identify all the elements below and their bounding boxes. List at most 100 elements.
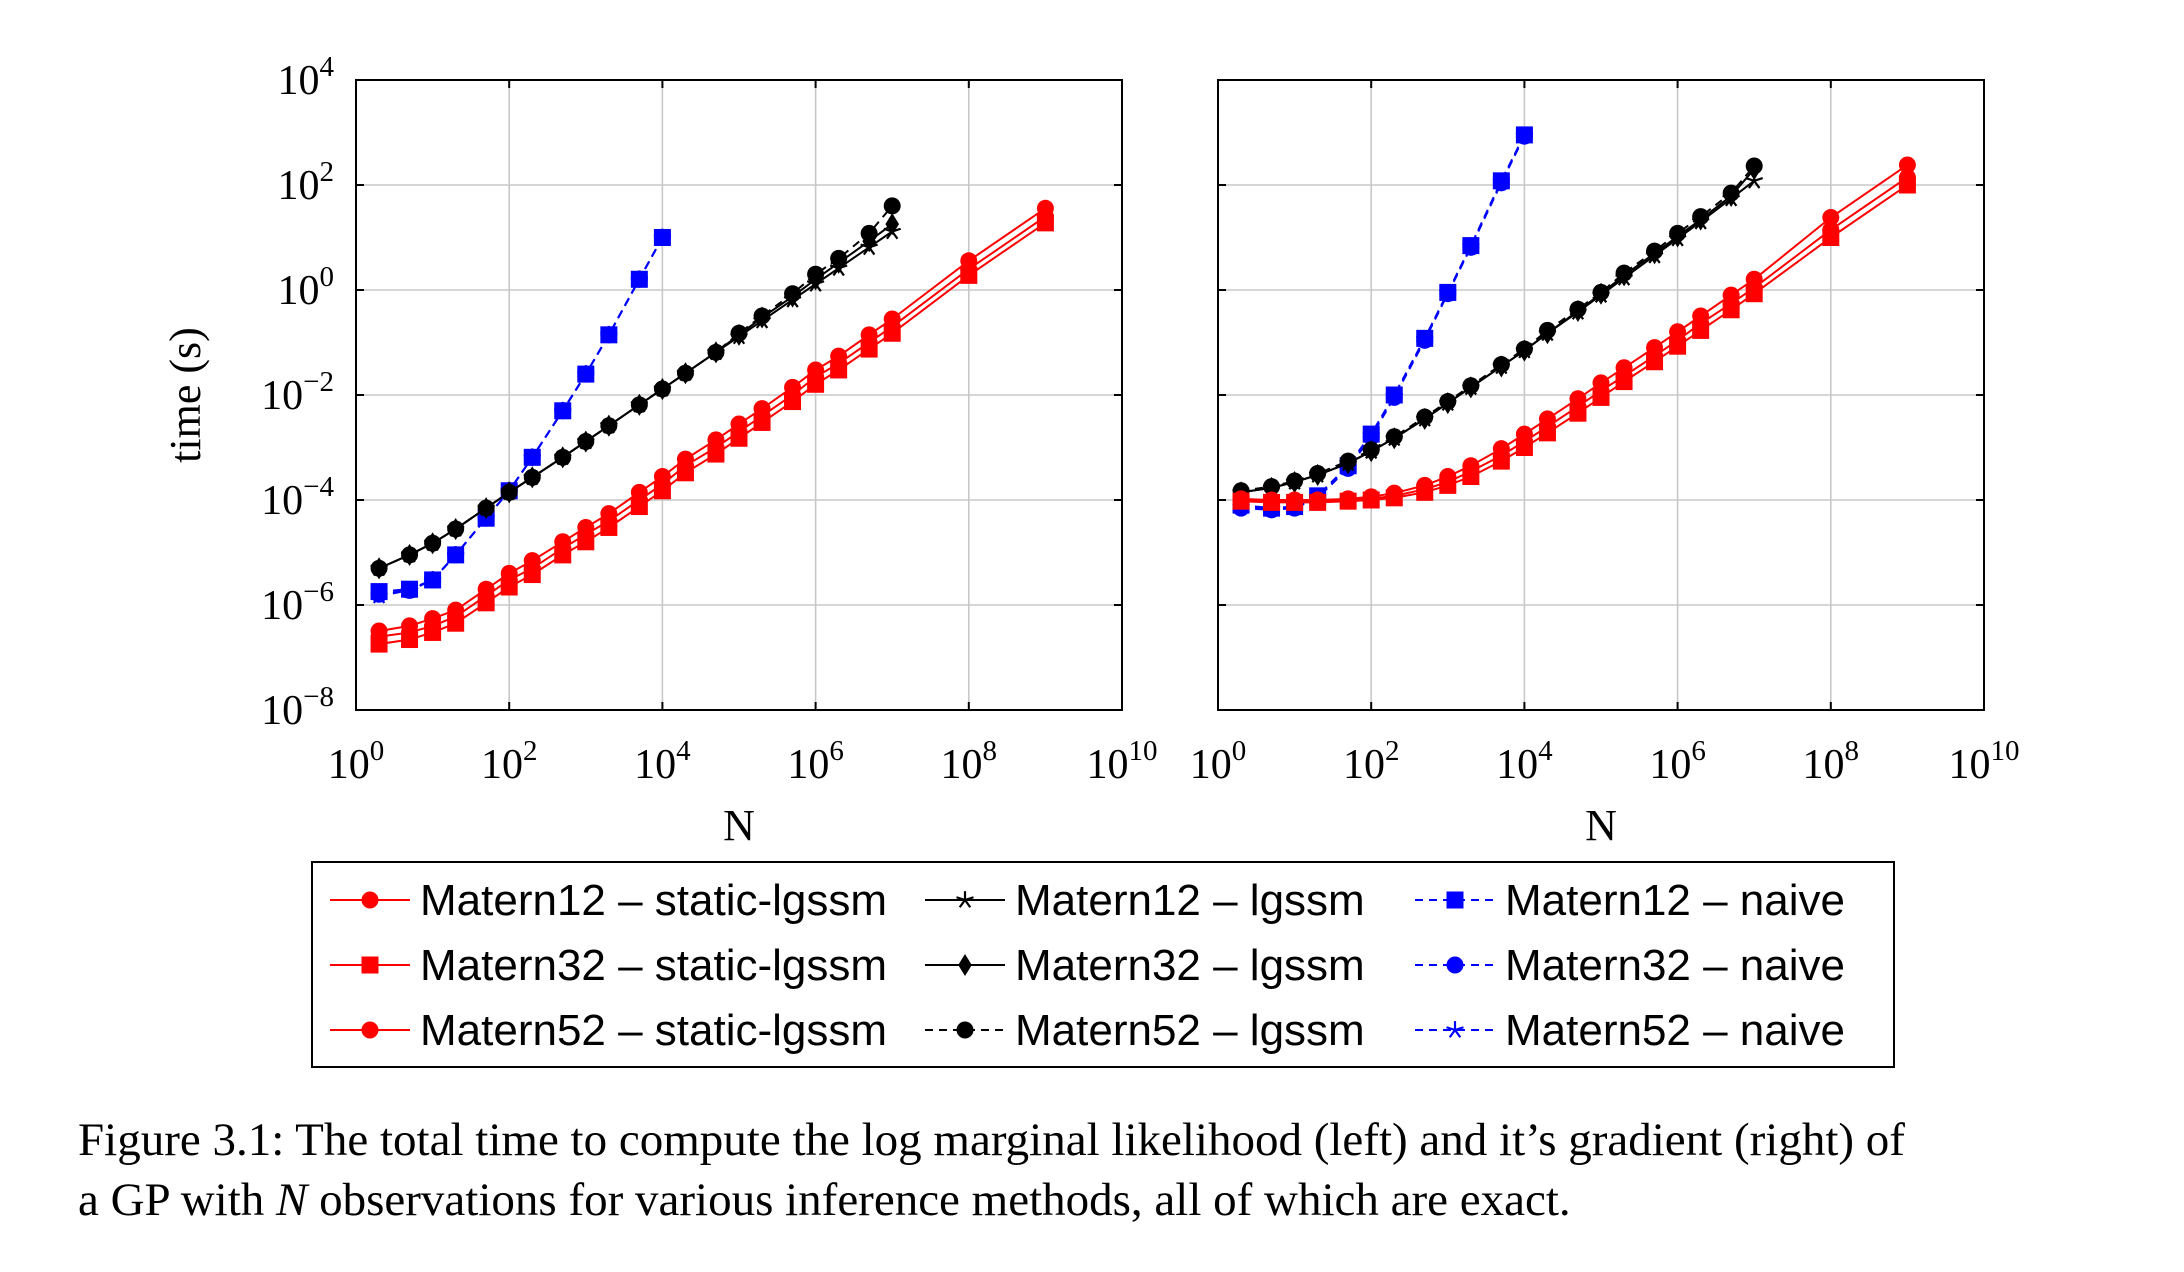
data-point <box>885 213 899 236</box>
data-point <box>600 417 618 435</box>
data-point <box>1263 478 1281 496</box>
data-point <box>447 601 465 619</box>
data-point <box>630 270 649 288</box>
legend-marker <box>958 953 972 977</box>
data-point <box>447 614 465 632</box>
data-point <box>1615 359 1633 377</box>
data-point <box>423 571 442 588</box>
series-line <box>1240 165 1755 492</box>
data-point <box>830 249 848 267</box>
data-point <box>1515 340 1533 358</box>
data-point <box>1692 321 1710 339</box>
y-tick-label: 10−2 <box>261 366 334 419</box>
figure-caption: Figure 3.1: The total time to compute th… <box>78 1110 2138 1230</box>
data-point <box>1286 472 1304 490</box>
data-point <box>1822 209 1840 227</box>
plot-area <box>370 197 1054 653</box>
data-point <box>500 483 518 501</box>
data-point <box>477 580 495 598</box>
data-point <box>1538 321 1556 339</box>
x-tick-label: 1010 <box>1949 735 2020 788</box>
data-point <box>401 617 419 635</box>
series-line <box>1241 176 1908 503</box>
data-point <box>370 635 388 653</box>
data-point <box>500 564 518 582</box>
data-point <box>400 581 419 599</box>
data-point <box>630 498 648 516</box>
data-point <box>676 464 694 482</box>
right-panel: 100 102 104 106 108 1010 N <box>1190 79 2020 850</box>
data-point <box>1036 214 1054 232</box>
data-point <box>1462 377 1480 395</box>
legend-entry: Matern52 – naive <box>1415 1006 1845 1055</box>
legend-marker <box>1446 1021 1464 1038</box>
data-point <box>1232 490 1250 508</box>
data-point <box>600 505 618 523</box>
x-tick-label: 100 <box>1190 735 1247 788</box>
data-point <box>1515 425 1533 443</box>
legend-entry: Matern32 – lgssm <box>925 941 1365 990</box>
x-tick-label: 104 <box>1496 735 1553 788</box>
data-point <box>753 400 771 418</box>
series-matern32-static-lgssm <box>1232 176 1916 511</box>
series-line <box>378 237 664 597</box>
data-point <box>830 347 848 365</box>
data-point <box>1309 491 1327 509</box>
series-matern32-naive <box>1232 127 1533 519</box>
legend-entry: Matern12 – naive <box>1415 876 1845 925</box>
legend-entry: Matern32 – naive <box>1415 941 1845 990</box>
data-point <box>553 401 572 419</box>
y-axis-title: time (s) <box>161 327 210 463</box>
data-point <box>424 610 442 628</box>
data-point <box>1462 237 1480 255</box>
x-tick-label: 106 <box>1649 735 1706 788</box>
legend-label: Matern12 – lgssm <box>1015 876 1365 925</box>
series-matern52-lgssm <box>370 197 901 577</box>
data-point <box>1416 408 1434 426</box>
data-point <box>1339 452 1357 470</box>
data-point <box>1646 242 1664 260</box>
y-tick-label: 104 <box>278 51 335 104</box>
legend-marker <box>1446 891 1464 909</box>
legend: Matern12 – static-lgssm Matern12 – lgssm M… <box>311 861 1895 1068</box>
x-tick-label: 106 <box>787 735 844 788</box>
data-point <box>707 343 725 361</box>
x-tick-label: 102 <box>1343 735 1400 788</box>
caption-line-2: a GP with N observations for various inf… <box>78 1170 2138 1230</box>
data-point <box>1362 426 1381 444</box>
data-point <box>577 518 595 536</box>
series-matern52-static-lgssm <box>1232 156 1916 509</box>
legend-label: Matern32 – static-lgssm <box>420 941 887 990</box>
legend-marker <box>956 1021 974 1039</box>
data-point <box>753 413 771 431</box>
data-point <box>554 448 572 466</box>
data-point <box>1339 490 1357 508</box>
legend-marker <box>361 956 379 974</box>
data-point <box>523 552 541 570</box>
data-point <box>1569 390 1587 408</box>
data-point <box>784 378 802 396</box>
data-point <box>370 586 388 604</box>
legend-entry: Matern32 – static-lgssm <box>330 941 887 990</box>
x-tick-label: 102 <box>481 735 538 788</box>
data-point <box>1362 488 1380 506</box>
data-point <box>1309 464 1327 482</box>
data-point <box>630 396 648 414</box>
data-point <box>1745 270 1763 288</box>
legend-marker <box>361 1021 379 1039</box>
data-point <box>1615 264 1633 282</box>
data-point <box>1036 199 1054 217</box>
caption-variable: N <box>276 1174 308 1226</box>
series-line <box>1241 135 1526 511</box>
legend-label: Matern52 – naive <box>1505 1006 1845 1055</box>
data-point <box>401 546 419 564</box>
data-point <box>630 483 648 501</box>
data-point <box>1669 323 1687 341</box>
data-point <box>1492 172 1511 190</box>
plot-area <box>1232 126 1916 519</box>
data-point <box>730 429 748 447</box>
data-point <box>1515 126 1534 144</box>
data-point <box>1492 356 1510 374</box>
ticks <box>355 79 1123 711</box>
data-point <box>600 325 618 343</box>
